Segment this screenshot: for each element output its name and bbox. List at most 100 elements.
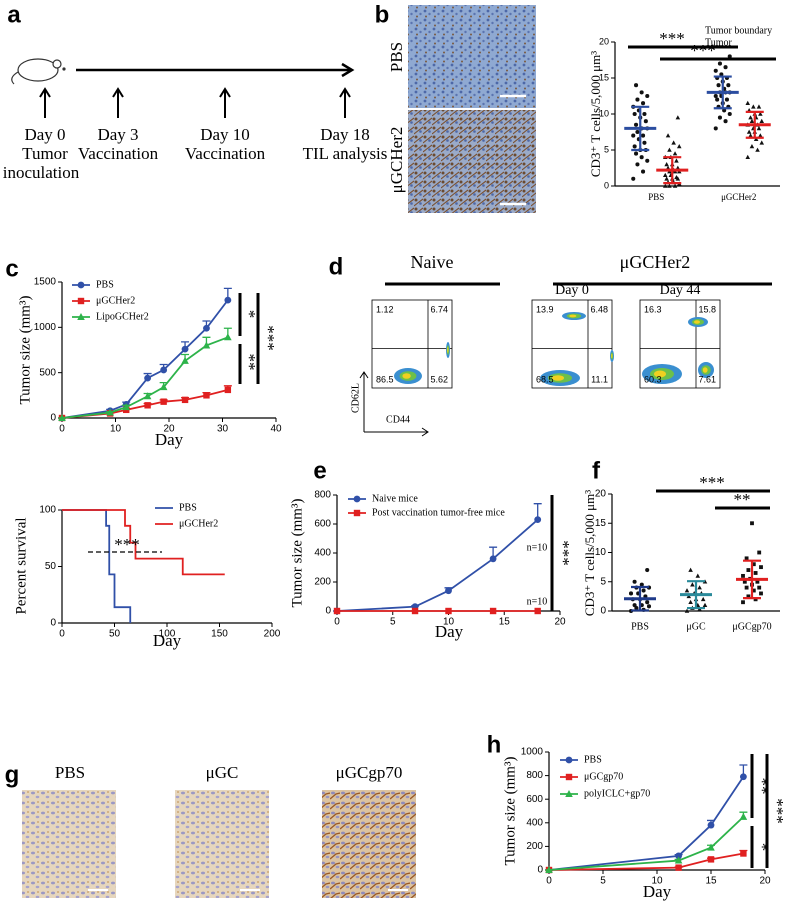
y-tick-label: 15 (595, 518, 607, 529)
panel-label: c (5, 255, 18, 282)
marker (674, 856, 683, 864)
panel-label: h (487, 731, 502, 758)
event-arrow (219, 87, 231, 118)
x-tick-label: 50 (109, 629, 121, 640)
marker (634, 83, 639, 88)
marker (144, 402, 151, 409)
marker (745, 154, 751, 159)
y-tick-label: 50 (45, 561, 57, 572)
marker (203, 324, 210, 332)
marker (726, 83, 731, 88)
marker (667, 183, 672, 188)
marker (757, 550, 762, 555)
legend-label: PBS (96, 279, 114, 290)
image-label: PBS (387, 42, 406, 72)
y-axis-label: Tumor size (mm³) (17, 296, 33, 405)
panel-label: e (313, 457, 326, 484)
significance: *** (659, 29, 685, 48)
ihc-image (175, 790, 269, 898)
marker (634, 606, 639, 611)
marker (748, 133, 753, 138)
marker (353, 495, 361, 503)
quadrant-value: 6.48 (590, 304, 608, 314)
marker (727, 111, 732, 117)
marker (719, 72, 724, 77)
legend-label: LipoGCHer2 (96, 311, 149, 322)
image-label: μGCHer2 (387, 127, 406, 194)
density (552, 375, 564, 381)
marker (745, 100, 751, 105)
marker (741, 573, 745, 578)
panel-label: f (592, 457, 601, 484)
y-tick-label: 0 (50, 413, 56, 424)
y-tick-label: 600 (526, 794, 543, 805)
marker (203, 392, 210, 399)
marker (713, 68, 718, 73)
axis-label: CD62L (350, 383, 361, 413)
marker (746, 568, 751, 572)
marker (749, 118, 755, 123)
y-tick-label: 5 (600, 576, 606, 587)
marker (534, 607, 541, 615)
y-axis-label: Percent survival (13, 517, 29, 614)
significance: *** (554, 540, 573, 566)
image-label: PBS (55, 763, 85, 782)
significance: *** (768, 798, 787, 824)
event-label: TIL analysis (303, 144, 388, 163)
marker (641, 588, 646, 593)
significance: *** (259, 325, 278, 351)
marker (746, 594, 751, 599)
y-tick-label: 0 (600, 606, 606, 617)
x-tick-label: 200 (264, 629, 281, 640)
marker (641, 133, 646, 138)
y-tick-label: 500 (39, 367, 56, 378)
marker (674, 158, 679, 163)
marker (759, 591, 763, 596)
y-tick-label: 200 (526, 841, 543, 852)
quadrant-value: 16.3 (644, 304, 662, 314)
marker (713, 93, 718, 99)
ihc-image (408, 110, 536, 213)
marker (634, 151, 639, 156)
marker (353, 509, 361, 517)
panel-label: g (5, 761, 20, 788)
marker (755, 147, 760, 152)
marker (77, 297, 85, 305)
x-tick-label: 0 (59, 629, 65, 640)
density (611, 353, 613, 359)
quadrant-value: 68.5 (536, 374, 554, 384)
y-tick-label: 600 (314, 519, 331, 530)
marker (688, 567, 693, 572)
event-label: inoculation (3, 163, 80, 182)
marker (740, 850, 747, 857)
marker (646, 604, 652, 609)
marker (716, 83, 721, 88)
significance: *** (114, 535, 140, 554)
marker (684, 608, 690, 613)
marker (635, 162, 640, 167)
marker (724, 97, 729, 102)
y-tick-label: 20 (595, 489, 607, 500)
marker (635, 97, 640, 102)
marker (675, 115, 681, 120)
significance: *** (690, 41, 716, 60)
y-tick-label: 400 (314, 548, 331, 559)
x-tick-label: 40 (270, 424, 282, 435)
marker (750, 521, 754, 526)
marker (645, 600, 650, 605)
y-tick-label: 5 (604, 144, 609, 154)
marker (77, 313, 85, 320)
event-label: Tumor (22, 144, 68, 163)
marker (224, 386, 232, 394)
marker (695, 573, 701, 578)
mouse-icon (11, 58, 66, 85)
marker (700, 596, 706, 602)
marker (565, 773, 573, 781)
marker (753, 571, 758, 575)
marker (723, 65, 728, 70)
x-tick-label: 30 (217, 424, 229, 435)
y-tick-label: 10 (595, 547, 607, 558)
marker (751, 104, 756, 109)
x-tick-label: 0 (334, 617, 340, 628)
event-arrow (39, 87, 51, 118)
